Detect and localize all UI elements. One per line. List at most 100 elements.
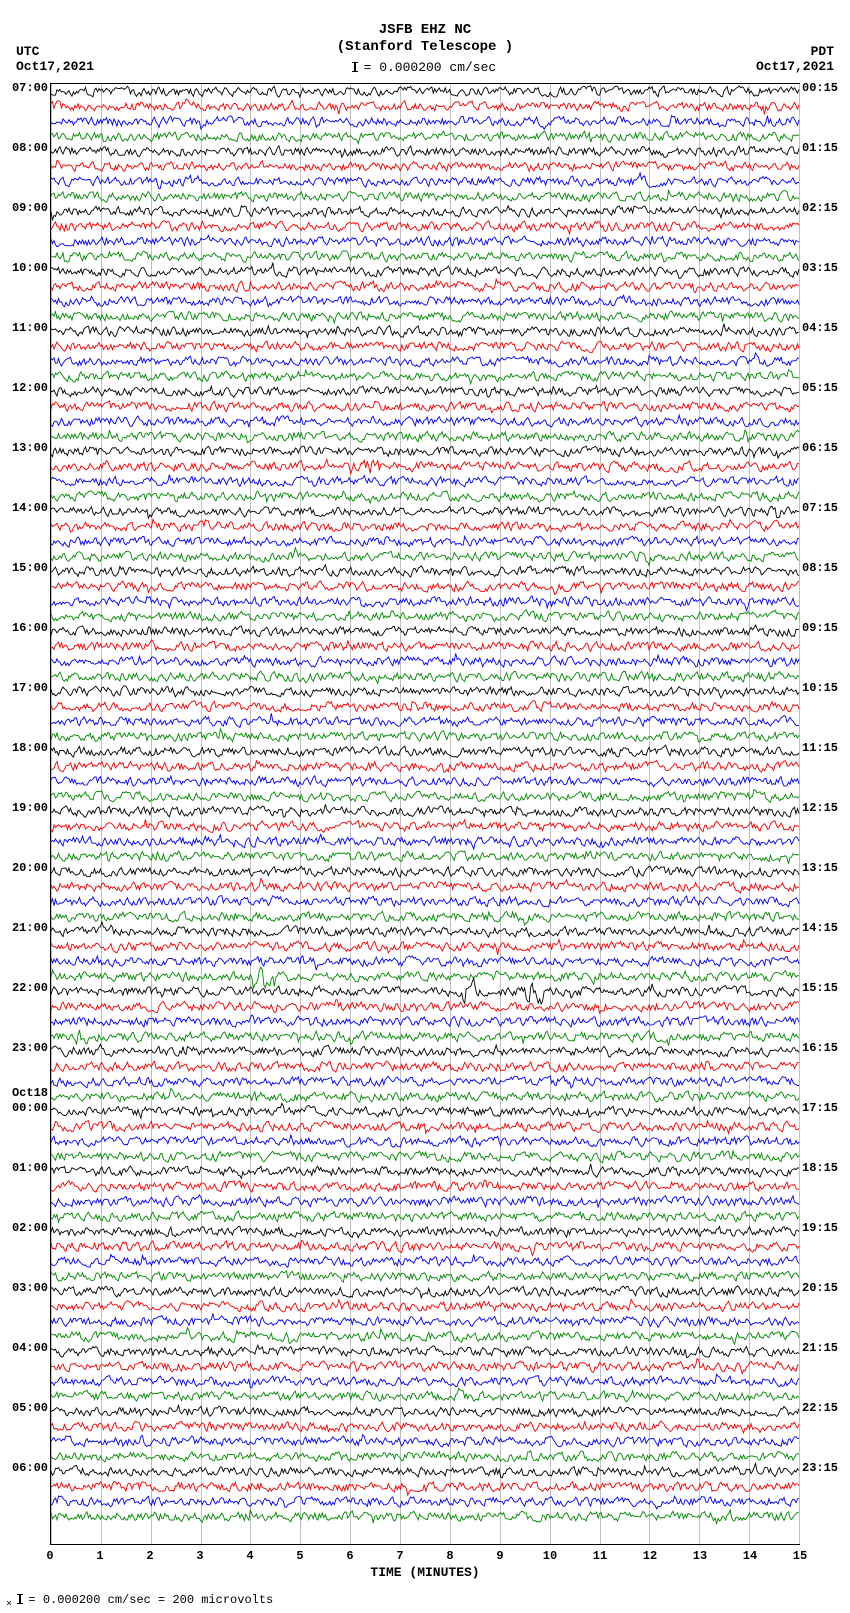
seismogram-trace xyxy=(51,744,799,759)
seismogram-trace xyxy=(51,219,799,234)
x-tick-label: 7 xyxy=(396,1549,403,1563)
pdt-time-label: 09:15 xyxy=(802,621,850,635)
seismogram-trace xyxy=(51,1179,799,1194)
seismogram-trace xyxy=(51,1224,799,1239)
seismogram-trace xyxy=(51,489,799,504)
utc-time-label: 11:00 xyxy=(0,321,48,335)
seismogram-trace xyxy=(51,549,799,564)
seismogram-trace xyxy=(51,279,799,294)
utc-time-label: 06:00 xyxy=(0,1461,48,1475)
utc-time-label: 17:00 xyxy=(0,681,48,695)
utc-time-label: 04:00 xyxy=(0,1341,48,1355)
seismogram-trace xyxy=(51,879,799,894)
utc-time-label: 16:00 xyxy=(0,621,48,635)
seismogram-trace xyxy=(51,264,799,279)
seismogram-trace xyxy=(51,1464,799,1479)
pdt-time-label: 01:15 xyxy=(802,141,850,155)
seismogram-trace xyxy=(51,1284,799,1299)
seismogram-trace xyxy=(51,1239,799,1254)
utc-time-label: 23:00 xyxy=(0,1041,48,1055)
seismogram-trace xyxy=(51,144,799,159)
seismogram-trace xyxy=(51,414,799,429)
pdt-time-label: 15:15 xyxy=(802,981,850,995)
seismogram-trace xyxy=(51,1254,799,1269)
date-label-left: Oct17,2021 xyxy=(16,59,94,74)
seismogram-trace xyxy=(51,249,799,264)
seismogram-trace xyxy=(51,594,799,609)
seismogram-trace xyxy=(51,459,799,474)
utc-time-label: 15:00 xyxy=(0,561,48,575)
seismogram-trace xyxy=(51,789,799,804)
seismogram-trace xyxy=(51,1449,799,1464)
tz-label-utc: UTC xyxy=(16,44,94,59)
x-tick-label: 0 xyxy=(46,1549,53,1563)
pdt-time-label: 04:15 xyxy=(802,321,850,335)
seismogram-trace xyxy=(51,849,799,864)
tz-label-pdt: PDT xyxy=(756,44,834,59)
x-tick-label: 5 xyxy=(296,1549,303,1563)
seismogram-trace xyxy=(51,204,799,219)
seismogram-trace xyxy=(51,1029,799,1044)
x-tick-label: 6 xyxy=(346,1549,353,1563)
seismogram-trace xyxy=(51,519,799,534)
pdt-time-label: 03:15 xyxy=(802,261,850,275)
seismogram-trace xyxy=(51,774,799,789)
seismogram-trace xyxy=(51,984,799,999)
pdt-time-label: 18:15 xyxy=(802,1161,850,1175)
scale-bar-icon xyxy=(354,62,356,72)
utc-time-label: 21:00 xyxy=(0,921,48,935)
seismogram-trace xyxy=(51,234,799,249)
x-axis-title: TIME (MINUTES) xyxy=(370,1565,479,1580)
x-tick-label: 13 xyxy=(693,1549,707,1563)
seismogram-trace xyxy=(51,609,799,624)
seismogram-trace xyxy=(51,354,799,369)
pdt-time-label: 21:15 xyxy=(802,1341,850,1355)
pdt-time-label: 14:15 xyxy=(802,921,850,935)
seismogram-trace xyxy=(51,1044,799,1059)
utc-time-label: 08:00 xyxy=(0,141,48,155)
seismogram-trace xyxy=(51,1209,799,1224)
seismogram-trace xyxy=(51,924,799,939)
seismogram-trace xyxy=(51,579,799,594)
seismogram-trace xyxy=(51,969,799,984)
seismogram-trace xyxy=(51,1164,799,1179)
corner-top-right: PDT Oct17,2021 xyxy=(756,44,834,74)
seismogram-trace xyxy=(51,339,799,354)
utc-time-label: 20:00 xyxy=(0,861,48,875)
gridline xyxy=(799,84,800,1544)
seismogram-trace xyxy=(51,1419,799,1434)
pdt-time-label: 07:15 xyxy=(802,501,850,515)
x-tick-label: 1 xyxy=(96,1549,103,1563)
pdt-time-label: 11:15 xyxy=(802,741,850,755)
seismogram-trace xyxy=(51,1149,799,1164)
seismogram-trace xyxy=(51,444,799,459)
day-marker: Oct18 xyxy=(0,1086,48,1100)
seismogram-trace xyxy=(51,1314,799,1329)
seismogram-trace xyxy=(51,954,799,969)
x-axis: TIME (MINUTES) 0123456789101112131415 xyxy=(50,1545,800,1585)
seismogram-trace xyxy=(51,174,799,189)
seismogram-trace xyxy=(51,1389,799,1404)
seismogram-trace xyxy=(51,1194,799,1209)
seismogram-trace xyxy=(51,114,799,129)
pdt-time-label: 13:15 xyxy=(802,861,850,875)
seismogram-trace xyxy=(51,294,799,309)
seismogram-trace xyxy=(51,1059,799,1074)
utc-time-label: 01:00 xyxy=(0,1161,48,1175)
x-tick-label: 4 xyxy=(246,1549,253,1563)
footer-scale: × = 0.000200 cm/sec = 200 microvolts xyxy=(0,1585,850,1610)
seismogram-trace xyxy=(51,1494,799,1509)
utc-time-label: 12:00 xyxy=(0,381,48,395)
seismogram-plot xyxy=(50,83,800,1545)
seismogram-trace xyxy=(51,399,799,414)
seismogram-trace xyxy=(51,129,799,144)
seismogram-trace xyxy=(51,819,799,834)
x-tick-label: 3 xyxy=(196,1549,203,1563)
pdt-time-label: 10:15 xyxy=(802,681,850,695)
seismogram-trace xyxy=(51,1089,799,1104)
seismogram-trace xyxy=(51,1359,799,1374)
seismogram-trace xyxy=(51,1299,799,1314)
seismogram-trace xyxy=(51,1344,799,1359)
utc-time-label: 05:00 xyxy=(0,1401,48,1415)
utc-time-label: 07:00 xyxy=(0,81,48,95)
